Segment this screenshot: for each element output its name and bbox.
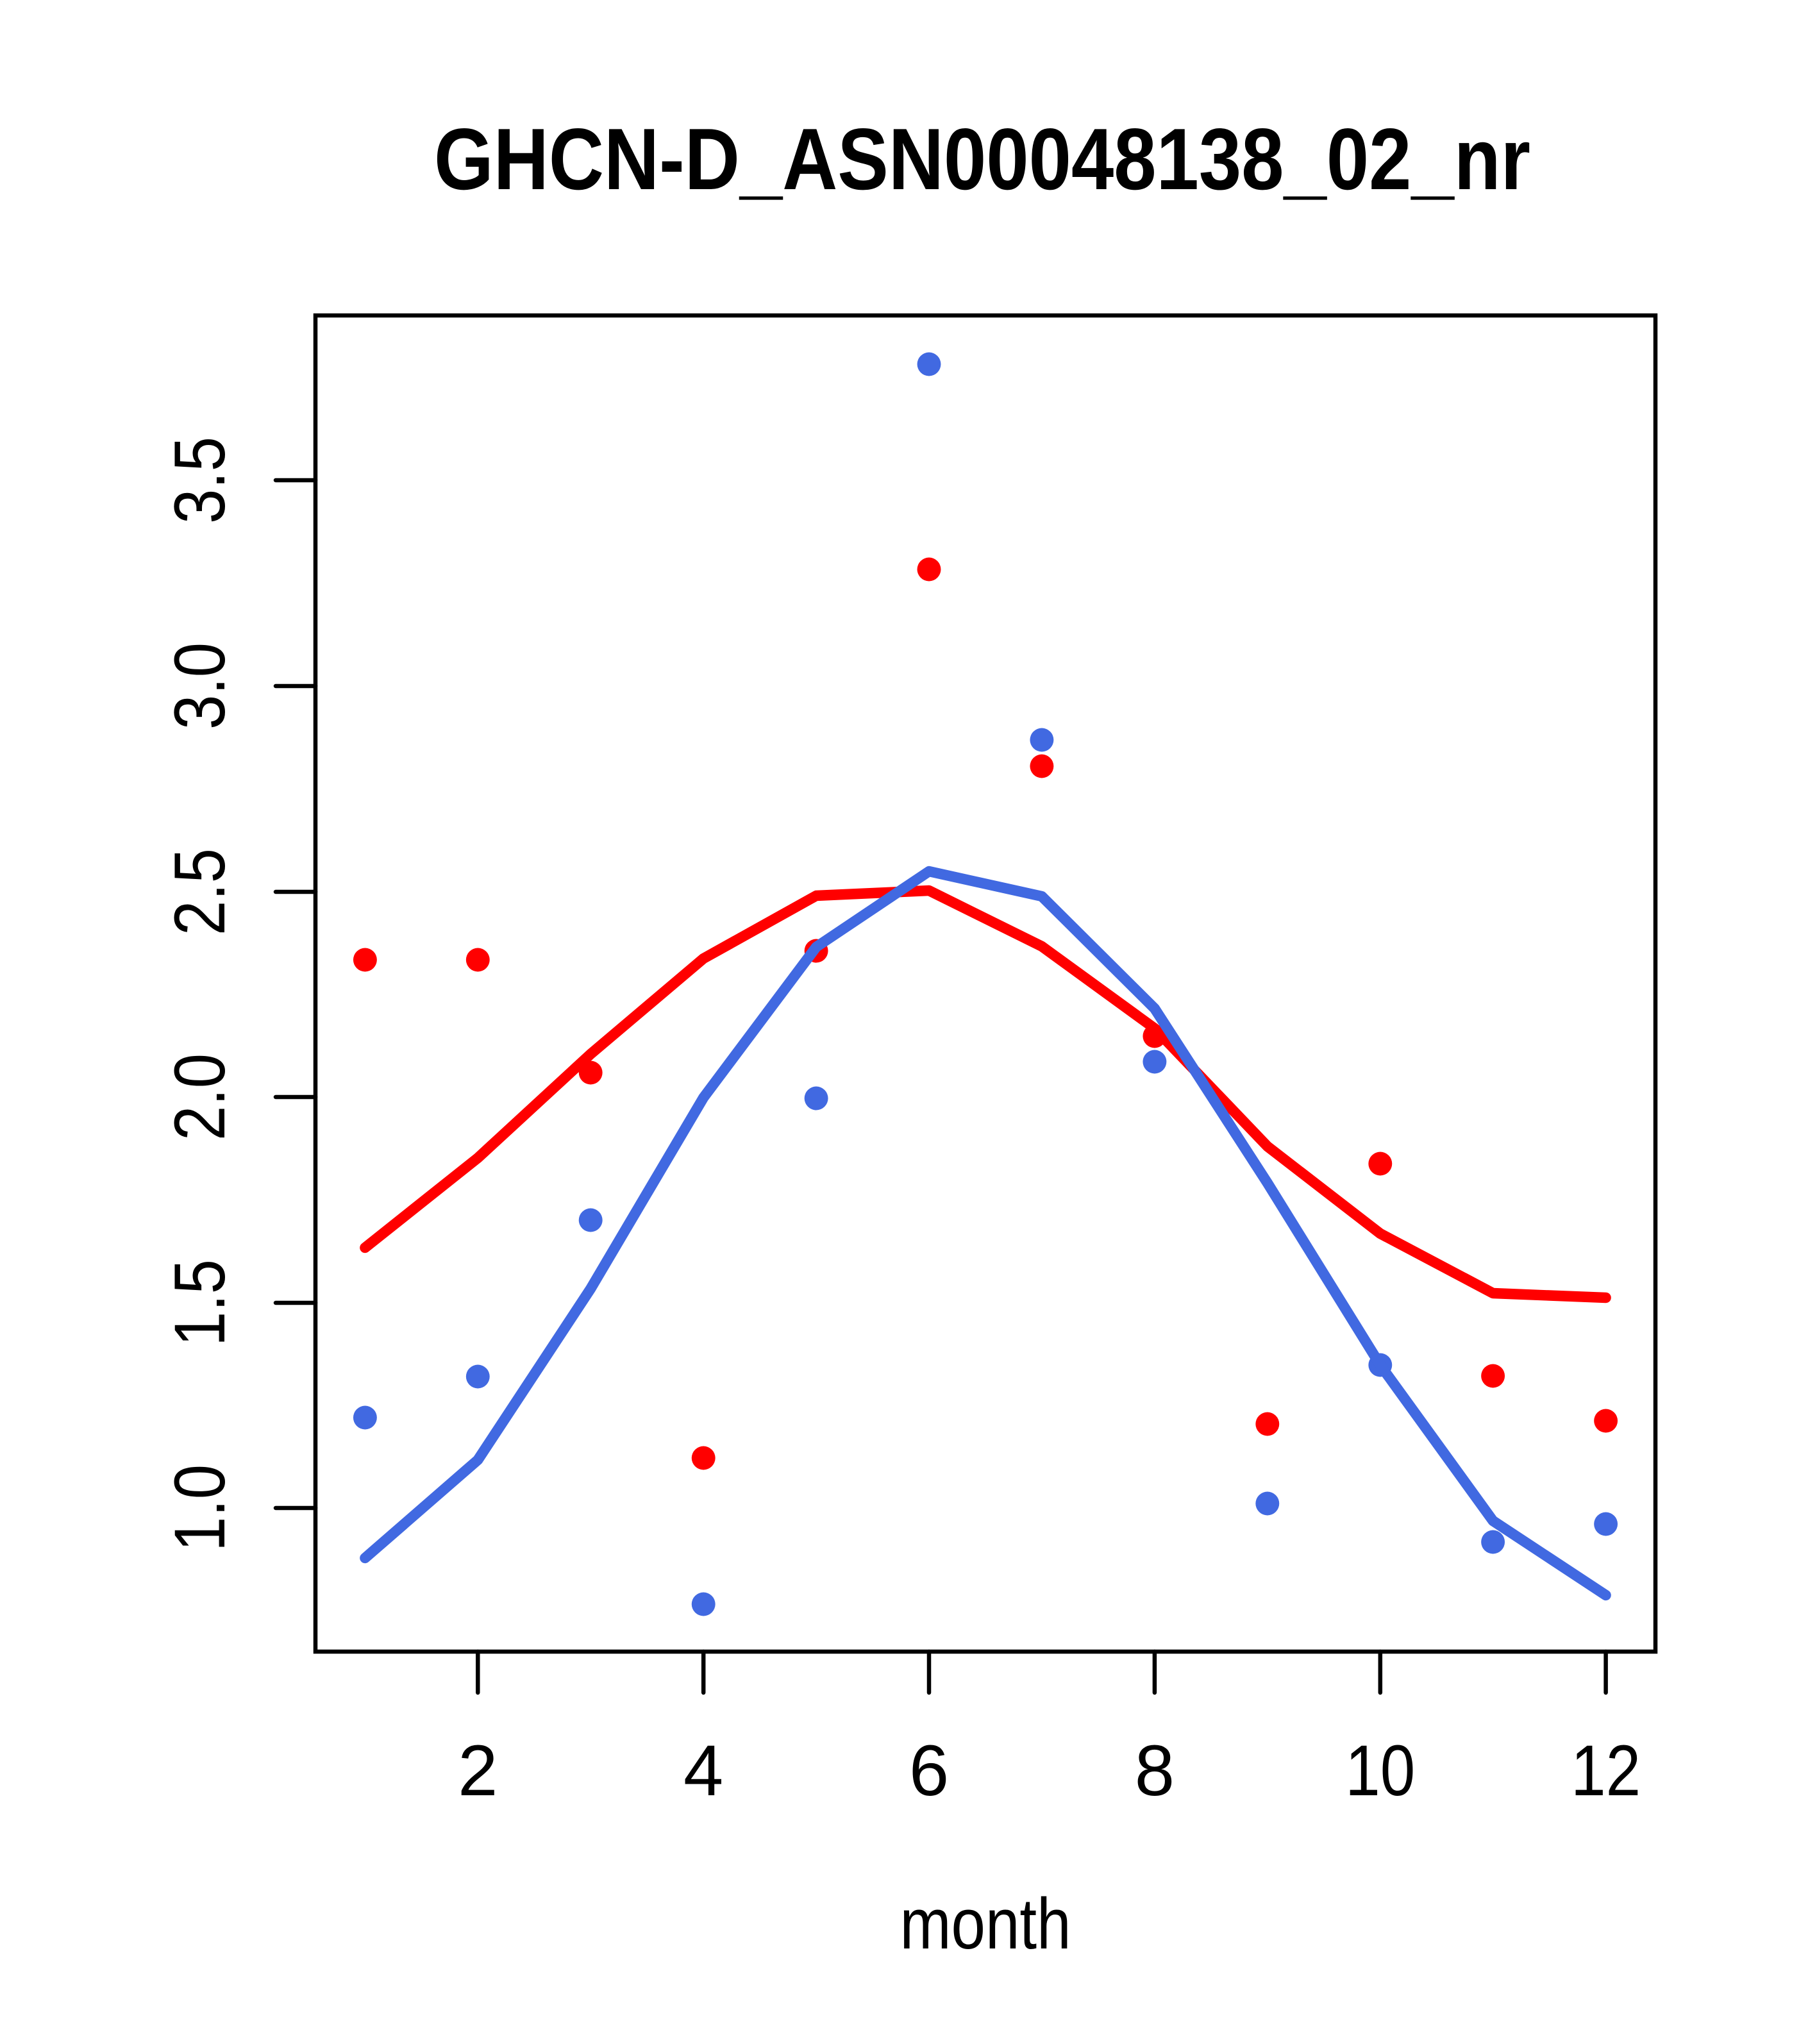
svg-text:GHCN-D_ASN00048138_02_nr: GHCN-D_ASN00048138_02_nr [434,110,1530,208]
svg-text:3.5: 3.5 [160,437,240,524]
svg-text:6: 6 [909,1730,949,1811]
svg-text:2: 2 [458,1730,498,1811]
svg-text:2.0: 2.0 [160,1053,240,1141]
svg-text:1.0: 1.0 [160,1464,240,1552]
svg-text:8: 8 [1135,1730,1175,1811]
svg-text:3.0: 3.0 [160,642,240,730]
svg-text:4: 4 [683,1730,723,1811]
svg-text:month: month [900,1884,1071,1964]
svg-text:12: 12 [1571,1730,1641,1811]
svg-text:2.5: 2.5 [160,848,240,935]
svg-text:1.5: 1.5 [160,1259,240,1346]
svg-text:10: 10 [1345,1730,1415,1811]
